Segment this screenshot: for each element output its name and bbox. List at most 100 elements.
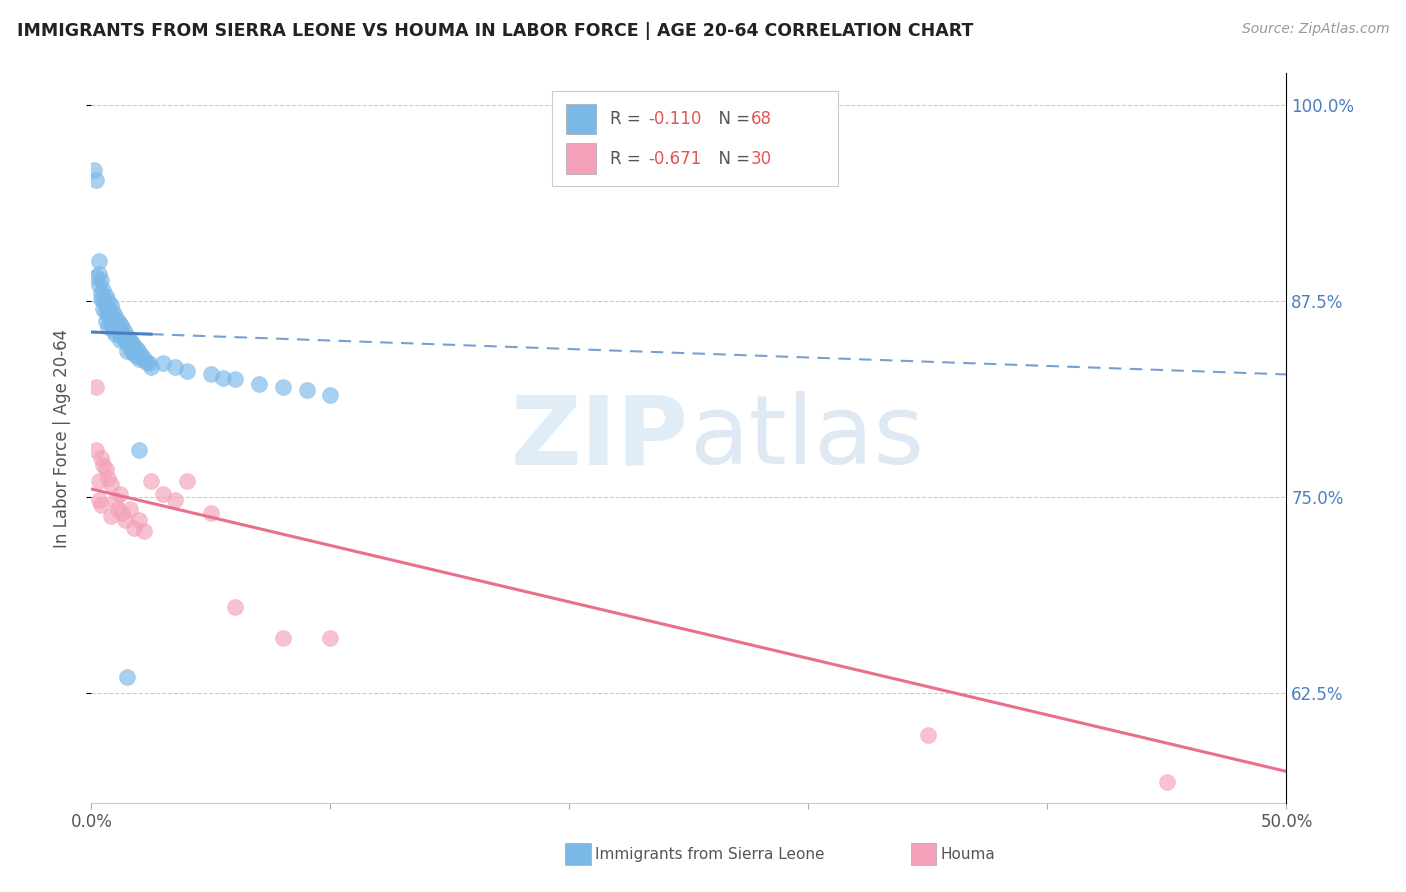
Point <box>108 333 131 347</box>
Point <box>152 486 174 500</box>
Point <box>87 254 110 268</box>
Point <box>141 474 162 488</box>
Point <box>125 349 148 363</box>
Point <box>176 364 198 378</box>
Point <box>271 631 294 645</box>
Point <box>84 270 107 285</box>
Point <box>295 383 318 397</box>
Text: Houma: Houma <box>941 847 995 862</box>
Point <box>121 343 143 358</box>
Text: Immigrants from Sierra Leone: Immigrants from Sierra Leone <box>595 847 824 862</box>
Point <box>131 349 153 363</box>
Point <box>111 330 134 344</box>
Point <box>224 599 246 614</box>
Point <box>163 492 186 507</box>
Point <box>115 330 138 344</box>
Point <box>93 283 114 297</box>
Point <box>104 317 127 331</box>
Point <box>1156 775 1178 789</box>
Point <box>141 359 162 374</box>
Point <box>94 304 117 318</box>
Point <box>124 339 146 353</box>
Point <box>124 521 146 535</box>
Point <box>87 492 110 507</box>
Point <box>94 289 117 303</box>
Point <box>94 298 117 312</box>
Point <box>101 323 124 337</box>
Point <box>87 267 110 281</box>
Point <box>211 370 233 384</box>
Text: R =: R = <box>610 110 647 128</box>
Text: N =: N = <box>709 110 755 128</box>
Text: 68: 68 <box>751 110 772 128</box>
Point <box>100 308 122 322</box>
Point <box>94 314 117 328</box>
Text: -0.110: -0.110 <box>648 110 702 128</box>
FancyBboxPatch shape <box>565 144 596 174</box>
Text: IMMIGRANTS FROM SIERRA LEONE VS HOUMA IN LABOR FORCE | AGE 20-64 CORRELATION CHA: IMMIGRANTS FROM SIERRA LEONE VS HOUMA IN… <box>17 22 973 40</box>
Point <box>319 631 342 645</box>
Point <box>128 513 150 527</box>
Text: ZIP: ZIP <box>510 392 689 484</box>
Point <box>128 345 150 359</box>
Point <box>90 285 112 300</box>
Point <box>107 314 129 328</box>
Point <box>97 320 120 334</box>
Point <box>200 506 222 520</box>
Point <box>138 356 160 370</box>
Point <box>83 163 105 178</box>
Point <box>100 317 122 331</box>
Point <box>107 502 129 516</box>
Text: Source: ZipAtlas.com: Source: ZipAtlas.com <box>1241 22 1389 37</box>
Point <box>100 298 122 312</box>
Point <box>87 474 110 488</box>
Point <box>114 513 136 527</box>
Text: R =: R = <box>610 150 647 168</box>
Point <box>93 293 114 308</box>
Point <box>135 355 157 369</box>
Point <box>111 506 134 520</box>
Point <box>108 486 131 500</box>
Point <box>93 458 114 473</box>
Point <box>97 301 120 316</box>
Point <box>87 277 110 292</box>
Point <box>224 372 246 386</box>
Point <box>118 341 141 355</box>
Point <box>111 320 134 334</box>
Point <box>247 376 270 391</box>
Point <box>114 325 136 339</box>
Point <box>90 273 112 287</box>
Point <box>104 492 127 507</box>
Point <box>118 333 141 347</box>
Text: -0.671: -0.671 <box>648 150 702 168</box>
Point <box>163 359 186 374</box>
Point <box>101 314 124 328</box>
Point <box>104 310 127 324</box>
Point <box>128 351 150 366</box>
FancyBboxPatch shape <box>565 103 596 135</box>
Point <box>97 310 120 324</box>
Point <box>107 323 129 337</box>
Point <box>132 351 155 366</box>
Point <box>90 450 112 465</box>
Y-axis label: In Labor Force | Age 20-64: In Labor Force | Age 20-64 <box>52 328 70 548</box>
Point <box>84 380 107 394</box>
Point <box>115 336 138 351</box>
Point <box>90 498 112 512</box>
Point <box>94 461 117 475</box>
Point <box>115 670 138 684</box>
Text: atlas: atlas <box>689 392 924 484</box>
Point <box>124 347 146 361</box>
Point <box>176 474 198 488</box>
Point <box>128 442 150 457</box>
Point <box>93 301 114 316</box>
Point <box>97 471 120 485</box>
Point <box>917 728 939 742</box>
Point <box>118 502 141 516</box>
Point <box>84 173 107 187</box>
Point <box>100 477 122 491</box>
Point <box>114 333 136 347</box>
Text: N =: N = <box>709 150 755 168</box>
Point <box>132 524 155 539</box>
Point <box>152 356 174 370</box>
